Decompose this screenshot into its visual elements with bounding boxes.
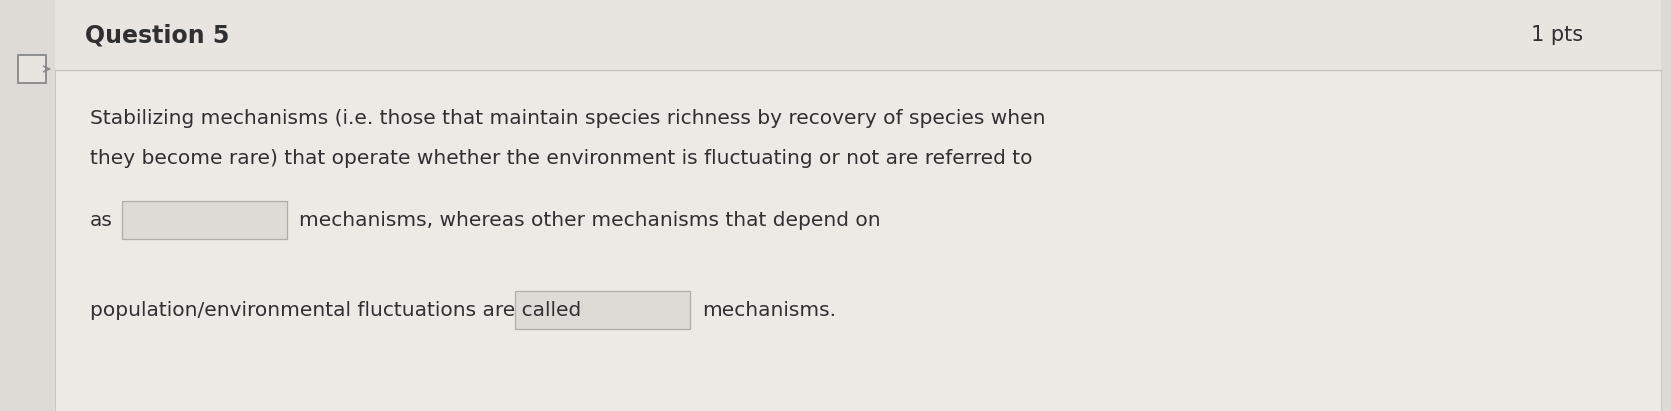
Text: Question 5: Question 5 (85, 23, 229, 47)
Text: mechanisms, whereas other mechanisms that depend on: mechanisms, whereas other mechanisms tha… (299, 210, 881, 229)
Bar (0, 0, 1671, 70)
Bar (0, 0, 55, 411)
Bar (55, 70, 1661, 411)
Text: they become rare) that operate whether the environment is fluctuating or not are: they become rare) that operate whether t… (90, 148, 1033, 168)
Bar (1661, 0, 1671, 411)
Text: 1 pts: 1 pts (1531, 25, 1582, 45)
FancyBboxPatch shape (122, 201, 287, 239)
FancyBboxPatch shape (18, 55, 47, 83)
Text: as: as (90, 210, 114, 229)
Text: mechanisms.: mechanisms. (702, 300, 836, 319)
FancyBboxPatch shape (515, 291, 690, 329)
Text: population/environmental fluctuations are called: population/environmental fluctuations ar… (90, 300, 582, 319)
Text: Stabilizing mechanisms (i.e. those that maintain species richness by recovery of: Stabilizing mechanisms (i.e. those that … (90, 109, 1046, 127)
